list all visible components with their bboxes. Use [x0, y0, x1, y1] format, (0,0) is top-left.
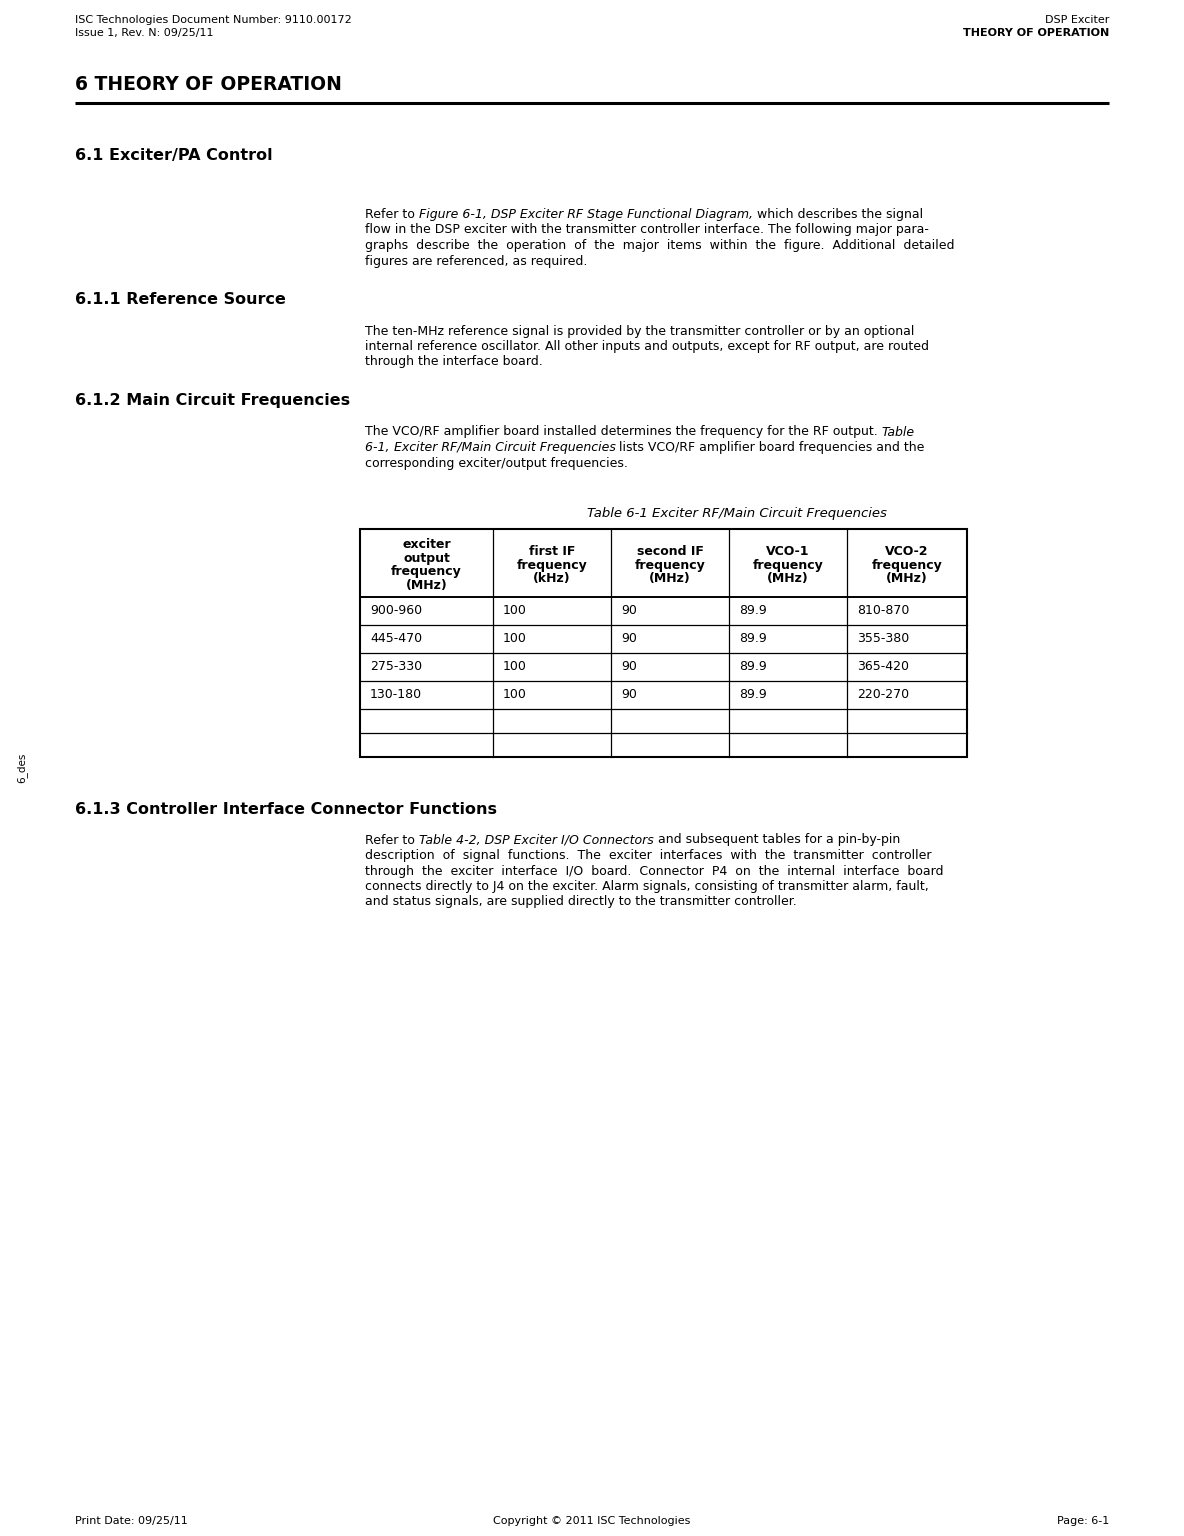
Text: 130-180: 130-180: [369, 688, 423, 700]
Text: lists VCO/RF amplifier board frequencies and the: lists VCO/RF amplifier board frequencies…: [616, 441, 925, 455]
Text: 355-380: 355-380: [857, 631, 909, 645]
Text: 6_des: 6_des: [17, 753, 27, 783]
Text: The VCO/RF amplifier board installed determines the frequency for the RF output.: The VCO/RF amplifier board installed det…: [365, 425, 882, 438]
Text: and status signals, are supplied directly to the transmitter controller.: and status signals, are supplied directl…: [365, 895, 797, 908]
Text: (MHz): (MHz): [649, 573, 691, 585]
Text: frequency: frequency: [753, 559, 823, 571]
Text: 90: 90: [620, 631, 637, 645]
Text: 6.1.2 Main Circuit Frequencies: 6.1.2 Main Circuit Frequencies: [75, 393, 350, 409]
Text: 89.9: 89.9: [739, 688, 767, 700]
Text: connects directly to J4 on the exciter. Alarm signals, consisting of transmitter: connects directly to J4 on the exciter. …: [365, 880, 928, 892]
Text: 6.1.1 Reference Source: 6.1.1 Reference Source: [75, 292, 285, 307]
Text: flow in the DSP exciter with the transmitter controller interface. The following: flow in the DSP exciter with the transmi…: [365, 224, 929, 237]
Text: 275-330: 275-330: [369, 660, 423, 673]
Text: 100: 100: [503, 631, 527, 645]
Text: first IF: first IF: [529, 545, 575, 558]
Text: Copyright © 2011 ISC Technologies: Copyright © 2011 ISC Technologies: [494, 1516, 690, 1525]
Text: Page: 6-1: Page: 6-1: [1057, 1516, 1109, 1525]
Text: frequency: frequency: [871, 559, 942, 571]
Text: 90: 90: [620, 688, 637, 700]
Text: The ten-MHz reference signal is provided by the transmitter controller or by an : The ten-MHz reference signal is provided…: [365, 324, 914, 338]
Text: 6.1.3 Controller Interface Connector Functions: 6.1.3 Controller Interface Connector Fun…: [75, 802, 497, 817]
Text: which describes the signal: which describes the signal: [753, 207, 924, 221]
Text: 6.1 Exciter/PA Control: 6.1 Exciter/PA Control: [75, 147, 272, 163]
Text: THEORY OF OPERATION: THEORY OF OPERATION: [963, 28, 1109, 38]
Text: 6 THEORY OF OPERATION: 6 THEORY OF OPERATION: [75, 75, 342, 94]
Text: Refer to: Refer to: [365, 834, 419, 846]
Text: exciter: exciter: [403, 539, 451, 551]
Text: Exciter RF/Main Circuit Frequencies: Exciter RF/Main Circuit Frequencies: [393, 441, 616, 455]
Text: 900-960: 900-960: [369, 604, 423, 617]
Text: Table 4-2, DSP Exciter I/O Connectors: Table 4-2, DSP Exciter I/O Connectors: [419, 834, 654, 846]
Text: ISC Technologies Document Number: 9110.00172: ISC Technologies Document Number: 9110.0…: [75, 15, 352, 25]
Text: figures are referenced, as required.: figures are referenced, as required.: [365, 255, 587, 267]
Text: frequency: frequency: [391, 565, 462, 579]
Text: Issue 1, Rev. N: 09/25/11: Issue 1, Rev. N: 09/25/11: [75, 28, 213, 38]
Text: 365-420: 365-420: [857, 660, 909, 673]
Text: description  of  signal  functions.  The  exciter  interfaces  with  the  transm: description of signal functions. The exc…: [365, 849, 932, 862]
Text: corresponding exciter/output frequencies.: corresponding exciter/output frequencies…: [365, 456, 628, 470]
Text: Table: Table: [882, 425, 915, 438]
Text: Figure 6-1, DSP Exciter RF Stage Functional Diagram,: Figure 6-1, DSP Exciter RF Stage Functio…: [419, 207, 753, 221]
Text: frequency: frequency: [635, 559, 706, 571]
Text: DSP Exciter: DSP Exciter: [1044, 15, 1109, 25]
Text: 89.9: 89.9: [739, 660, 767, 673]
Text: 90: 90: [620, 604, 637, 617]
Text: 89.9: 89.9: [739, 631, 767, 645]
Text: VCO-1: VCO-1: [766, 545, 810, 558]
Text: 220-270: 220-270: [857, 688, 909, 700]
Bar: [360, 528, 967, 757]
Text: 100: 100: [503, 604, 527, 617]
Text: and subsequent tables for a pin-by-pin: and subsequent tables for a pin-by-pin: [654, 834, 900, 846]
Text: frequency: frequency: [516, 559, 587, 571]
Text: graphs  describe  the  operation  of  the  major  items  within  the  figure.  A: graphs describe the operation of the maj…: [365, 240, 954, 252]
Text: through the interface board.: through the interface board.: [365, 355, 542, 369]
Text: VCO-2: VCO-2: [886, 545, 928, 558]
Text: 445-470: 445-470: [369, 631, 423, 645]
Text: 6-1,: 6-1,: [365, 441, 393, 455]
Text: (MHz): (MHz): [406, 579, 448, 591]
Text: (MHz): (MHz): [886, 573, 928, 585]
Text: (kHz): (kHz): [533, 573, 571, 585]
Text: 89.9: 89.9: [739, 604, 767, 617]
Text: through  the  exciter  interface  I/O  board.  Connector  P4  on  the  internal : through the exciter interface I/O board.…: [365, 865, 944, 877]
Text: (MHz): (MHz): [767, 573, 809, 585]
Text: 100: 100: [503, 688, 527, 700]
Text: 100: 100: [503, 660, 527, 673]
Text: Refer to: Refer to: [365, 207, 419, 221]
Text: Table 6-1 Exciter RF/Main Circuit Frequencies: Table 6-1 Exciter RF/Main Circuit Freque…: [587, 507, 887, 519]
Text: Print Date: 09/25/11: Print Date: 09/25/11: [75, 1516, 188, 1525]
Text: internal reference oscillator. All other inputs and outputs, except for RF outpu: internal reference oscillator. All other…: [365, 339, 929, 353]
Text: output: output: [403, 551, 450, 565]
Text: 90: 90: [620, 660, 637, 673]
Text: second IF: second IF: [637, 545, 703, 558]
Text: 810-870: 810-870: [857, 604, 909, 617]
